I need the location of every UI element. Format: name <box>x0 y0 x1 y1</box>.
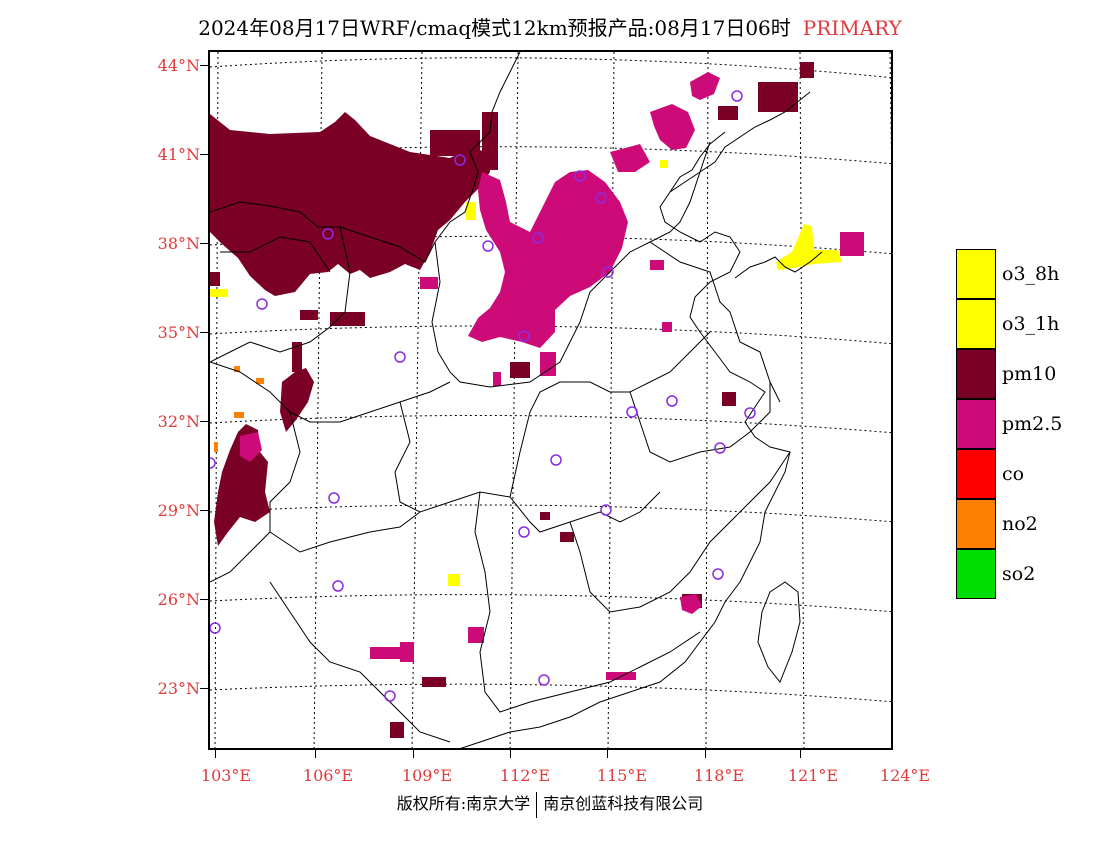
lon-tick <box>800 750 801 758</box>
lat-label-23: 23°N <box>157 679 200 698</box>
pollution-map[interactable] <box>208 50 893 750</box>
legend-label: so2 <box>1002 563 1036 585</box>
legend-label: co <box>1002 463 1025 485</box>
lon-label-121: 121°E <box>787 766 839 785</box>
copyright-footer: 版权所有:南京大学 南京创蓝科技有限公司 <box>0 790 1100 818</box>
lon-tick <box>413 750 414 758</box>
city-markers <box>210 90 756 702</box>
lon-label-106: 106°E <box>302 766 354 785</box>
legend-swatch <box>956 449 996 499</box>
lon-tick <box>607 750 608 758</box>
lat-label-26: 26°N <box>157 590 200 609</box>
legend-label: no2 <box>1002 513 1038 535</box>
lat-tick <box>200 332 208 333</box>
boundaries <box>210 52 791 743</box>
coastline <box>460 91 823 748</box>
copyright-owner: 版权所有:南京大学 <box>396 794 531 813</box>
lat-tick <box>200 688 208 689</box>
lat-label-32: 32°N <box>157 412 200 431</box>
legend-swatch <box>956 499 996 549</box>
lat-tick <box>200 243 208 244</box>
lon-tick <box>215 750 216 758</box>
lat-tick <box>200 599 208 600</box>
lat-tick <box>200 421 208 422</box>
title-text: 2024年08月17日WRF/cmaq模式12km预报产品:08月17日06时 <box>198 16 791 40</box>
lat-label-41: 41°N <box>157 145 200 164</box>
lat-tick <box>200 65 208 66</box>
legend-swatch <box>956 399 996 449</box>
legend-label: pm2.5 <box>1002 413 1063 435</box>
lon-label-109: 109°E <box>401 766 453 785</box>
lat-label-35: 35°N <box>157 323 200 342</box>
lon-label-112: 112°E <box>499 766 551 785</box>
no2-cells <box>214 366 264 452</box>
legend-swatch <box>956 299 996 349</box>
lon-label-118: 118°E <box>693 766 745 785</box>
legend-label: pm10 <box>1002 363 1057 385</box>
legend-swatch <box>956 349 996 399</box>
lat-label-44: 44°N <box>157 56 200 75</box>
lon-label-124: 124°E <box>879 766 931 785</box>
primary-tag: PRIMARY <box>802 16 902 40</box>
o3-regions <box>210 160 842 586</box>
lat-label-38: 38°N <box>157 234 200 253</box>
legend-swatch <box>956 549 996 599</box>
lat-label-29: 29°N <box>157 501 200 520</box>
legend-label: o3_1h <box>1002 313 1060 335</box>
lat-tick <box>200 510 208 511</box>
pm10-regions <box>210 62 814 738</box>
map-canvas <box>210 52 891 748</box>
legend-label: o3_8h <box>1002 263 1060 285</box>
lon-tick <box>705 750 706 758</box>
lat-tick <box>200 154 208 155</box>
lon-tick <box>510 750 511 758</box>
lon-label-115: 115°E <box>596 766 648 785</box>
pm25-regions <box>240 72 864 680</box>
map-title: 2024年08月17日WRF/cmaq模式12km预报产品:08月17日06时 P… <box>0 12 1100 41</box>
lon-label-103: 103°E <box>200 766 252 785</box>
footer-separator <box>536 791 538 818</box>
copyright-company: 南京创蓝科技有限公司 <box>543 794 704 813</box>
legend-swatch <box>956 249 996 299</box>
lon-tick <box>315 750 316 758</box>
